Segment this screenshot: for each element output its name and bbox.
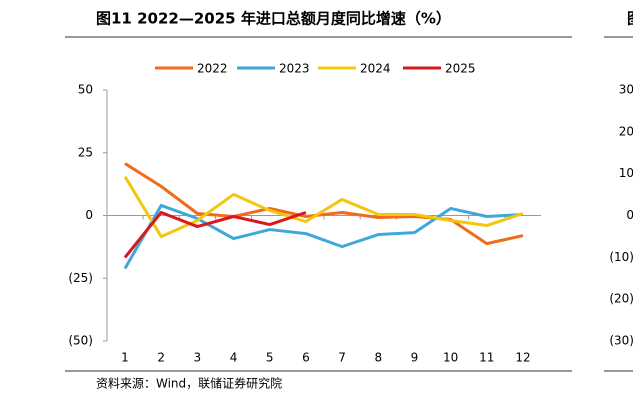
chart-title: 图 <box>627 10 633 28</box>
x-tick-label: 10 <box>443 351 458 365</box>
x-tick-label: 2 <box>157 351 165 365</box>
y-tick-label: (30) <box>609 334 633 348</box>
y-tick-label: 50 <box>78 83 93 97</box>
x-tick-label: 9 <box>411 351 419 365</box>
series-line <box>123 210 307 259</box>
series-line <box>124 162 524 246</box>
source: 资料来源：Wind，联储证券研究院 <box>96 376 282 391</box>
legend-label: 2023 <box>279 62 310 76</box>
x-tick-label: 6 <box>302 351 310 365</box>
x-tick-label: 7 <box>338 351 346 365</box>
x-tick-label: 11 <box>479 351 494 365</box>
y-tick-label: 25 <box>78 145 93 159</box>
y-tick-label: 0 <box>626 208 633 222</box>
y-tick-label: (25) <box>68 271 93 285</box>
legend-label: 2024 <box>360 62 391 76</box>
y-tick-label: (20) <box>609 292 633 306</box>
y-tick-label: (10) <box>609 250 633 264</box>
x-tick-label: 8 <box>374 351 382 365</box>
y-tick-label: (50) <box>68 334 93 348</box>
legend-label: 2025 <box>445 62 476 76</box>
y-tick-label: 30 <box>619 83 633 97</box>
series-line <box>123 203 524 270</box>
x-tick-label: 3 <box>194 351 202 365</box>
x-tick-label: 1 <box>121 351 129 365</box>
x-tick-label: 12 <box>515 351 530 365</box>
x-tick-label: 4 <box>230 351 238 365</box>
chart-title: 图11 2022—2025 年进口总额月度同比增速（%） <box>96 10 451 28</box>
y-tick-label: 10 <box>619 166 633 180</box>
y-tick-label: 20 <box>619 124 633 138</box>
y-tick-label: 0 <box>85 208 93 222</box>
x-tick-label: 5 <box>266 351 274 365</box>
legend-label: 2022 <box>197 62 228 76</box>
